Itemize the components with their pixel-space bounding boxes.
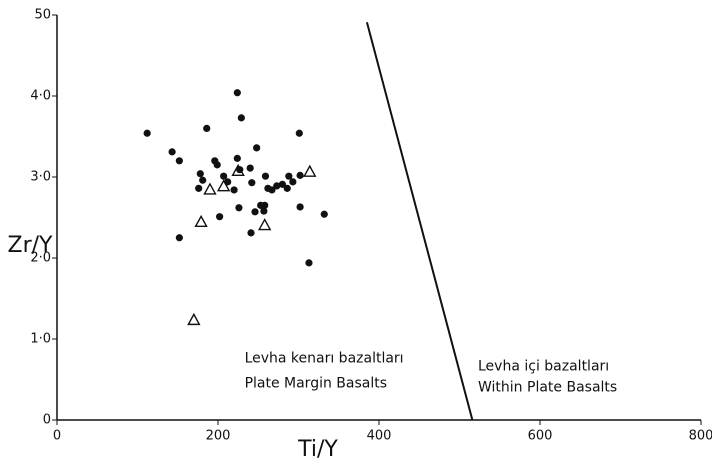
circle-point bbox=[195, 184, 203, 192]
annotation: Levha kenarı bazaltları bbox=[245, 350, 404, 366]
triangle-point bbox=[231, 163, 245, 177]
circle-point bbox=[220, 172, 228, 180]
x-tick-label: 0 bbox=[53, 429, 61, 444]
circle-point bbox=[216, 213, 224, 221]
circle-point bbox=[260, 207, 268, 215]
circle-point bbox=[295, 129, 303, 137]
x-tick-label: 800 bbox=[689, 429, 712, 444]
annotation: Plate Margin Basalts bbox=[245, 376, 387, 392]
triangle-point bbox=[187, 312, 201, 326]
circle-point bbox=[261, 201, 269, 209]
circle-point bbox=[268, 186, 276, 194]
circle-point bbox=[175, 234, 183, 242]
circle-point bbox=[247, 229, 255, 237]
triangle-point bbox=[303, 164, 317, 177]
circle-point bbox=[235, 204, 243, 212]
triangle-point bbox=[216, 179, 231, 192]
circle-point bbox=[296, 203, 304, 211]
circle-point bbox=[283, 184, 291, 192]
circle-point bbox=[278, 180, 286, 188]
circle-point bbox=[143, 129, 151, 137]
circle-point bbox=[203, 124, 211, 132]
circle-point bbox=[213, 161, 221, 169]
circle-point bbox=[261, 172, 270, 180]
circle-point bbox=[175, 157, 183, 165]
circle-point bbox=[305, 259, 313, 267]
triangle-point bbox=[258, 218, 272, 231]
circle-point bbox=[253, 144, 261, 152]
circle-point bbox=[285, 172, 293, 180]
x-tick-label: 600 bbox=[528, 429, 553, 444]
circle-point bbox=[273, 182, 281, 190]
circle-point bbox=[233, 154, 241, 162]
circle-point bbox=[296, 171, 304, 179]
boundary-line bbox=[365, 22, 474, 421]
circle-point bbox=[320, 210, 328, 218]
annotation: Levha içi bazaltları bbox=[478, 359, 609, 375]
circle-point bbox=[233, 89, 241, 97]
circle-point bbox=[251, 208, 259, 216]
circle-point bbox=[289, 178, 297, 186]
y-tick-label: 1·0 bbox=[30, 332, 51, 347]
triangle-point bbox=[194, 214, 208, 228]
circle-point bbox=[168, 148, 176, 156]
triangle-point bbox=[203, 182, 217, 195]
y-tick-label: 2·0 bbox=[30, 251, 51, 266]
y-tick-label: 4·0 bbox=[30, 89, 51, 104]
y-tick-label: 0 bbox=[43, 413, 51, 428]
circle-point bbox=[246, 164, 254, 172]
circle-point bbox=[248, 179, 256, 187]
x-axis-label: Ti/Y bbox=[297, 437, 338, 461]
circle-point bbox=[196, 170, 204, 178]
y-tick-label: 3·0 bbox=[30, 170, 51, 185]
circle-point bbox=[237, 114, 245, 122]
x-tick-label: 400 bbox=[367, 429, 392, 444]
x-tick-label: 200 bbox=[206, 429, 231, 444]
annotation: Within Plate Basalts bbox=[478, 380, 617, 396]
circle-point bbox=[230, 186, 238, 194]
y-axis-label: Zr/Y bbox=[8, 233, 54, 258]
y-tick-label: 50 bbox=[34, 8, 51, 23]
circle-point bbox=[199, 176, 207, 184]
